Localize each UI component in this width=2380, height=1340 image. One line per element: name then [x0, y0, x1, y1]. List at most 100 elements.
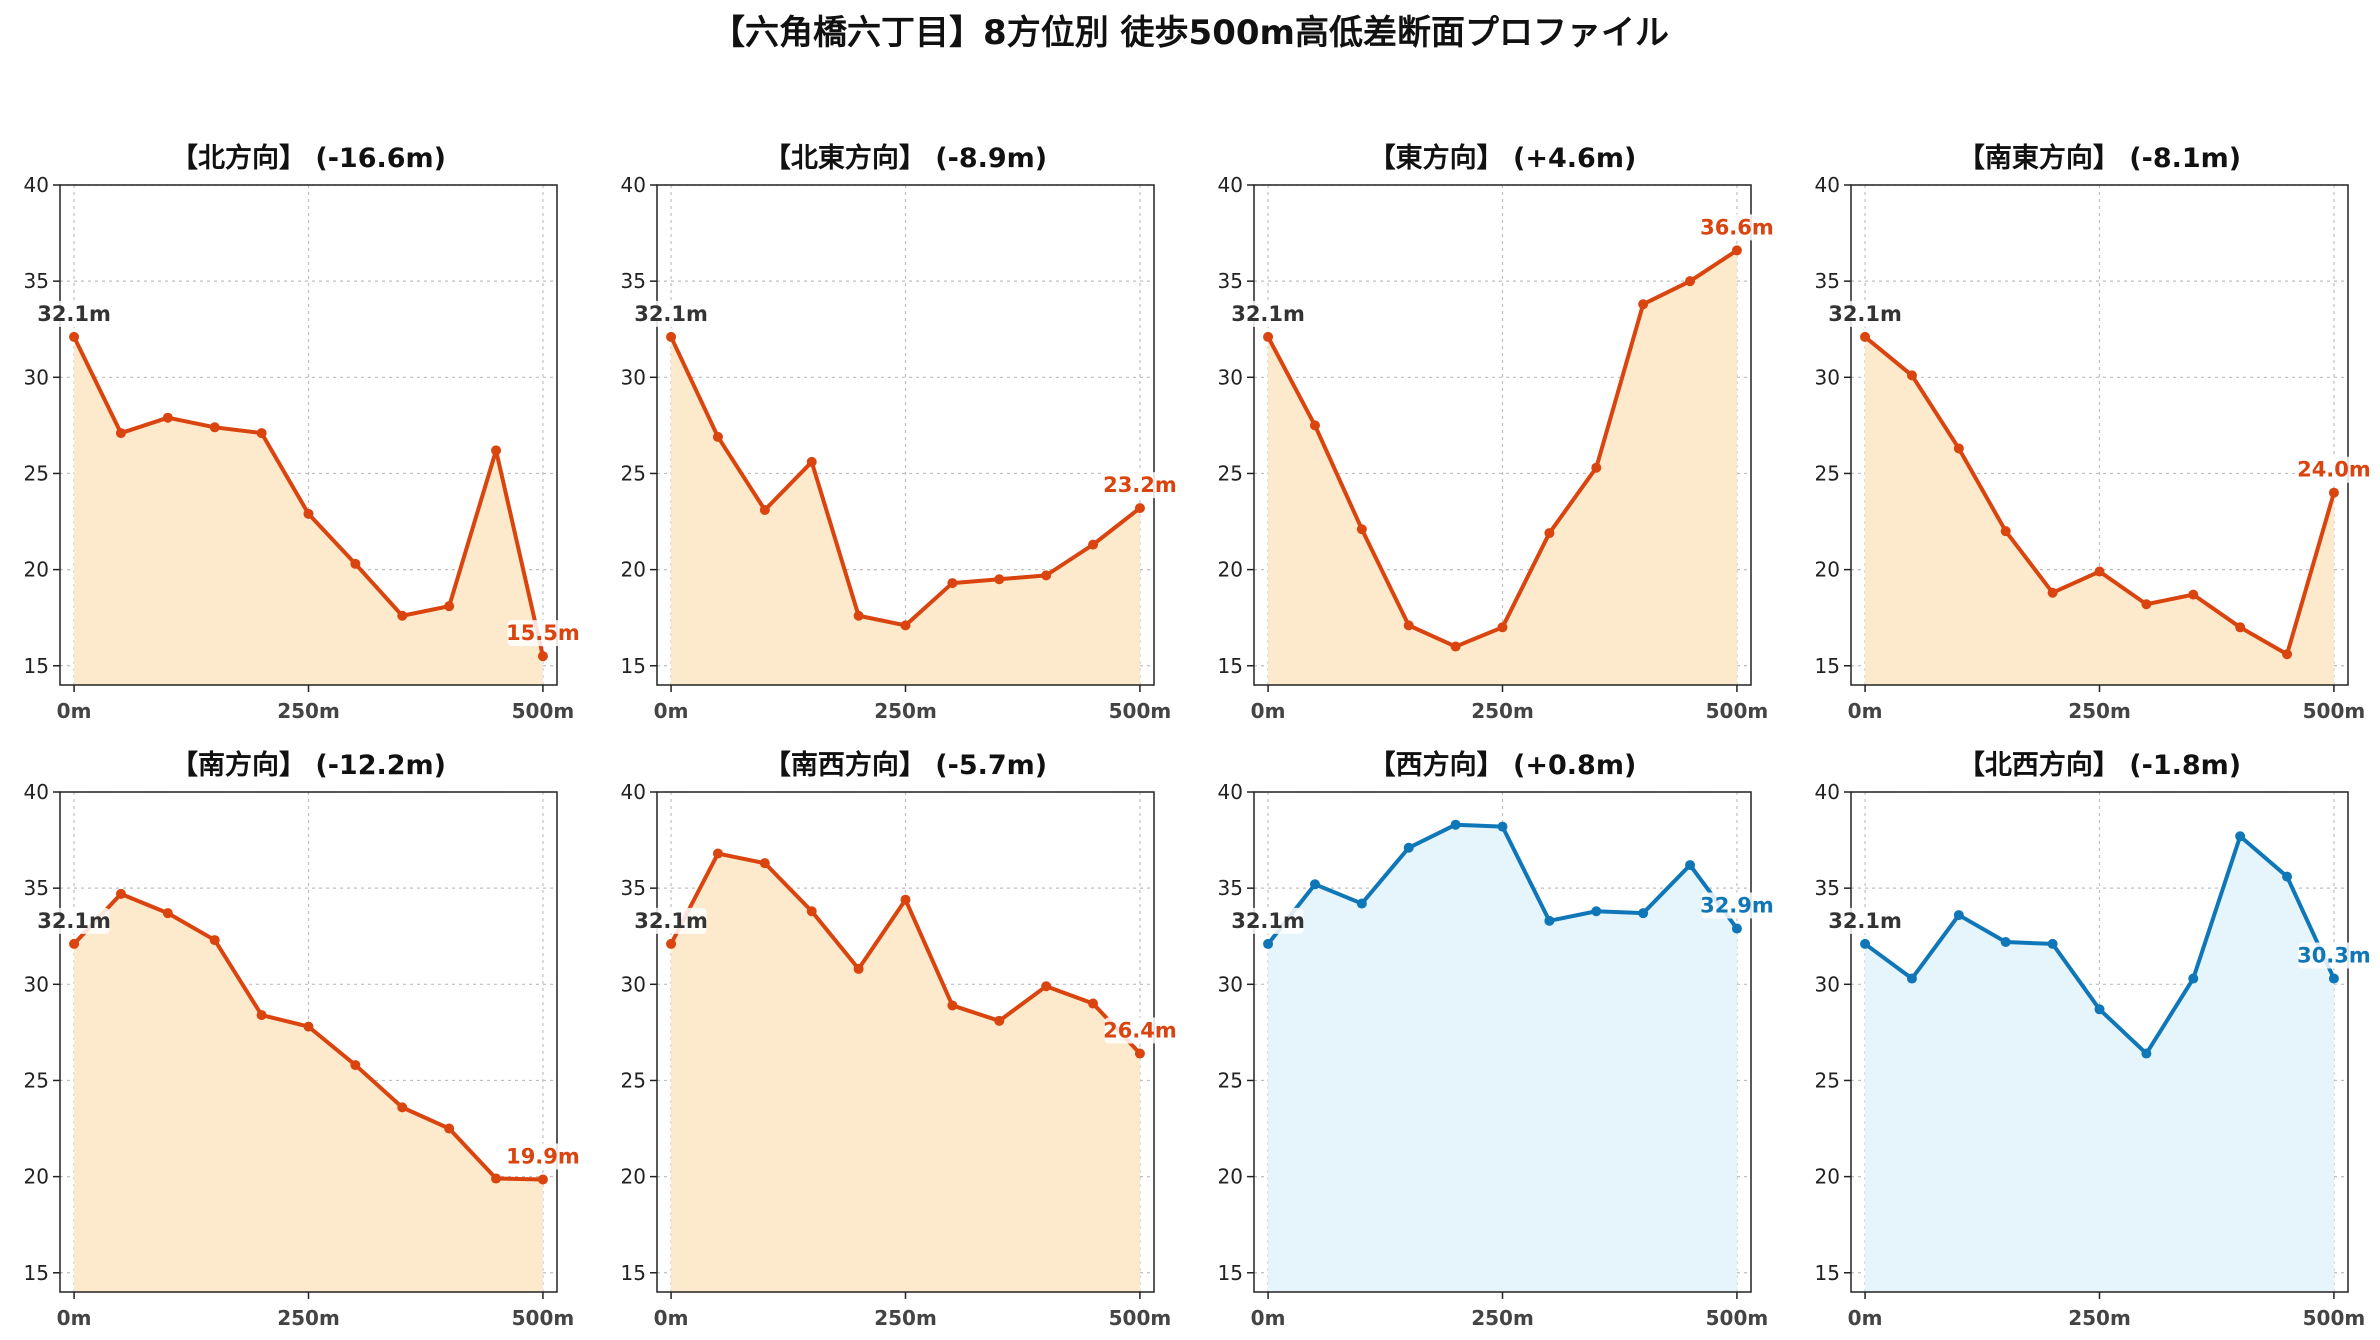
data-point	[491, 445, 502, 456]
data-point	[1860, 331, 1871, 342]
y-tick-label: 20	[621, 1165, 646, 1189]
data-point	[1356, 524, 1367, 535]
profile-panel: 【北東方向】 (-8.9m) 15 20 25 30 35 40 0m 250m 500m 32.1…	[621, 142, 1177, 723]
panel-title: 【東方向】 (+4.6m)	[1369, 142, 1637, 174]
x-tick-label: 0m	[654, 1306, 689, 1330]
data-point	[2000, 937, 2011, 947]
start-elevation-label-bg	[635, 907, 707, 934]
start-elevation-label: 32.1m	[1828, 909, 1902, 933]
data-point	[900, 620, 911, 631]
end-elevation-label-bg	[2298, 456, 2370, 483]
start-elevation-label-bg	[38, 300, 110, 327]
y-tick-label: 25	[1218, 1068, 1243, 1092]
profile-panel: 【東方向】 (+4.6m) 15 20 25 30 35 40 0m 250m 500m 32.1m…	[1218, 142, 1774, 723]
data-point	[350, 558, 361, 569]
y-tick-label: 20	[1815, 558, 1840, 582]
x-tick-label: 500m	[512, 699, 575, 723]
data-point	[162, 412, 173, 423]
data-point	[2141, 1048, 2152, 1059]
elevation-area	[671, 336, 1140, 685]
data-point	[2047, 938, 2058, 949]
data-point	[1731, 245, 1742, 256]
data-point	[1685, 276, 1696, 287]
x-tick-label: 250m	[874, 699, 937, 723]
data-point	[397, 610, 408, 621]
start-elevation-label-bg	[1232, 300, 1304, 327]
data-point	[1731, 923, 1742, 934]
data-point	[69, 331, 80, 342]
elevation-area	[1865, 336, 2334, 685]
data-point	[2094, 566, 2105, 577]
start-elevation-label: 32.1m	[1828, 302, 1902, 326]
data-point	[1953, 443, 1964, 454]
y-tick-label: 40	[621, 173, 646, 197]
end-elevation-label-bg	[1701, 892, 1773, 919]
end-elevation-label-bg	[2298, 942, 2370, 969]
start-elevation-label: 32.1m	[37, 302, 111, 326]
x-tick-label: 500m	[512, 1306, 575, 1330]
elevation-area	[1268, 824, 1737, 1292]
data-point	[994, 574, 1005, 585]
data-point	[162, 908, 173, 919]
x-tick-label: 250m	[277, 1306, 340, 1330]
data-point	[1906, 973, 1917, 984]
y-tick-label: 25	[1815, 461, 1840, 485]
data-point	[1309, 879, 1320, 890]
data-point	[444, 1123, 455, 1134]
data-point	[1638, 299, 1649, 310]
y-tick-label: 25	[621, 1068, 646, 1092]
data-point	[537, 1174, 548, 1185]
start-elevation-label: 32.1m	[634, 302, 708, 326]
elevation-area	[671, 853, 1140, 1292]
y-tick-label: 40	[24, 173, 49, 197]
panel-title: 【南東方向】 (-8.1m)	[1958, 142, 2241, 174]
start-elevation-label: 32.1m	[1231, 909, 1305, 933]
data-point	[1685, 860, 1696, 871]
data-point	[1544, 528, 1555, 539]
data-point	[1403, 842, 1414, 853]
data-point	[397, 1102, 408, 1113]
x-tick-label: 250m	[1471, 1306, 1534, 1330]
start-elevation-label-bg	[635, 300, 707, 327]
y-tick-label: 20	[621, 558, 646, 582]
end-elevation-label-bg	[1701, 214, 1773, 241]
data-point	[2328, 973, 2339, 984]
data-point	[2188, 973, 2199, 984]
x-tick-label: 0m	[57, 699, 92, 723]
x-tick-label: 500m	[1109, 1306, 1172, 1330]
y-tick-label: 25	[24, 1068, 49, 1092]
x-tick-label: 0m	[1251, 1306, 1286, 1330]
y-tick-label: 20	[1815, 1165, 1840, 1189]
y-tick-label: 40	[24, 780, 49, 804]
panel-title: 【南方向】 (-12.2m)	[171, 749, 446, 781]
y-tick-label: 15	[24, 1261, 49, 1285]
y-tick-label: 25	[621, 461, 646, 485]
data-point	[1450, 641, 1461, 652]
x-tick-label: 250m	[1471, 699, 1534, 723]
panel-title: 【南西方向】 (-5.7m)	[764, 749, 1047, 781]
start-elevation-label: 32.1m	[634, 909, 708, 933]
x-tick-label: 0m	[1251, 699, 1286, 723]
x-tick-label: 500m	[2303, 699, 2366, 723]
figure-title: 【六角橋六丁目】8方位別 徒歩500m高低差断面プロファイル	[711, 13, 1669, 53]
end-elevation-label: 32.9m	[1700, 894, 1774, 918]
y-tick-label: 15	[1815, 654, 1840, 678]
data-point	[2282, 871, 2293, 882]
y-tick-label: 35	[621, 269, 646, 293]
data-point	[1450, 819, 1461, 830]
data-point	[1356, 898, 1367, 909]
data-point	[2282, 649, 2293, 660]
y-tick-label: 25	[1218, 461, 1243, 485]
y-tick-label: 15	[1218, 654, 1243, 678]
y-tick-label: 30	[1815, 972, 1840, 996]
data-point	[1906, 370, 1917, 381]
y-tick-label: 25	[1815, 1068, 1840, 1092]
y-tick-label: 15	[621, 654, 646, 678]
y-tick-label: 30	[621, 365, 646, 389]
x-tick-label: 500m	[1109, 699, 1172, 723]
y-tick-label: 40	[1218, 173, 1243, 197]
panel-title: 【北西方向】 (-1.8m)	[1958, 749, 2241, 781]
profile-panel: 【北方向】 (-16.6m) 15 20 25 30 35 40 0m 250m 500m 32.1…	[24, 142, 580, 723]
data-point	[115, 888, 126, 899]
y-tick-label: 40	[1815, 780, 1840, 804]
